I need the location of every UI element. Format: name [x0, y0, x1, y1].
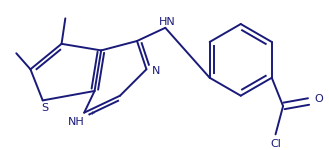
Text: NH: NH [68, 117, 85, 127]
Text: S: S [41, 103, 48, 113]
Text: ⁺: ⁺ [89, 111, 94, 122]
Text: O: O [315, 94, 323, 104]
Text: Cl: Cl [270, 139, 281, 149]
Text: HN: HN [159, 17, 176, 27]
Text: N: N [152, 66, 160, 76]
